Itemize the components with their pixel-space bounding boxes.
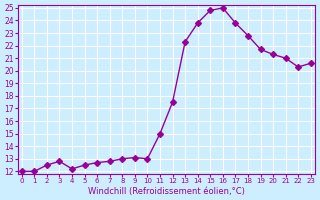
X-axis label: Windchill (Refroidissement éolien,°C): Windchill (Refroidissement éolien,°C) [88,187,245,196]
